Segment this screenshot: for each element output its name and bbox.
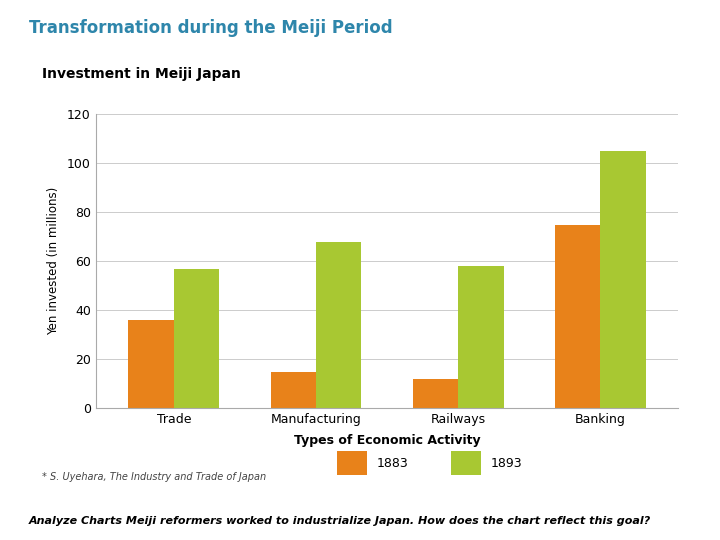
Text: 1893: 1893 bbox=[491, 457, 523, 470]
Bar bbox=[413, 379, 458, 408]
Y-axis label: Yen invested (in millions): Yen invested (in millions) bbox=[47, 187, 60, 335]
Bar bbox=[554, 225, 600, 408]
Bar bbox=[600, 151, 646, 408]
Bar bbox=[271, 372, 316, 408]
Bar bbox=[316, 242, 361, 408]
Bar bbox=[128, 320, 174, 408]
Bar bbox=[458, 266, 503, 408]
Text: Investment in Meiji Japan: Investment in Meiji Japan bbox=[42, 67, 241, 81]
Bar bbox=[337, 451, 367, 475]
Text: * S. Uyehara, The Industry and Trade of Japan: * S. Uyehara, The Industry and Trade of … bbox=[42, 471, 266, 482]
Text: 1883: 1883 bbox=[377, 457, 409, 470]
Text: Transformation during the Meiji Period: Transformation during the Meiji Period bbox=[29, 19, 392, 37]
Bar bbox=[451, 451, 481, 475]
Bar bbox=[174, 269, 220, 408]
X-axis label: Types of Economic Activity: Types of Economic Activity bbox=[294, 435, 480, 448]
Text: Analyze Charts Meiji reformers worked to industrialize Japan. How does the chart: Analyze Charts Meiji reformers worked to… bbox=[29, 516, 651, 526]
